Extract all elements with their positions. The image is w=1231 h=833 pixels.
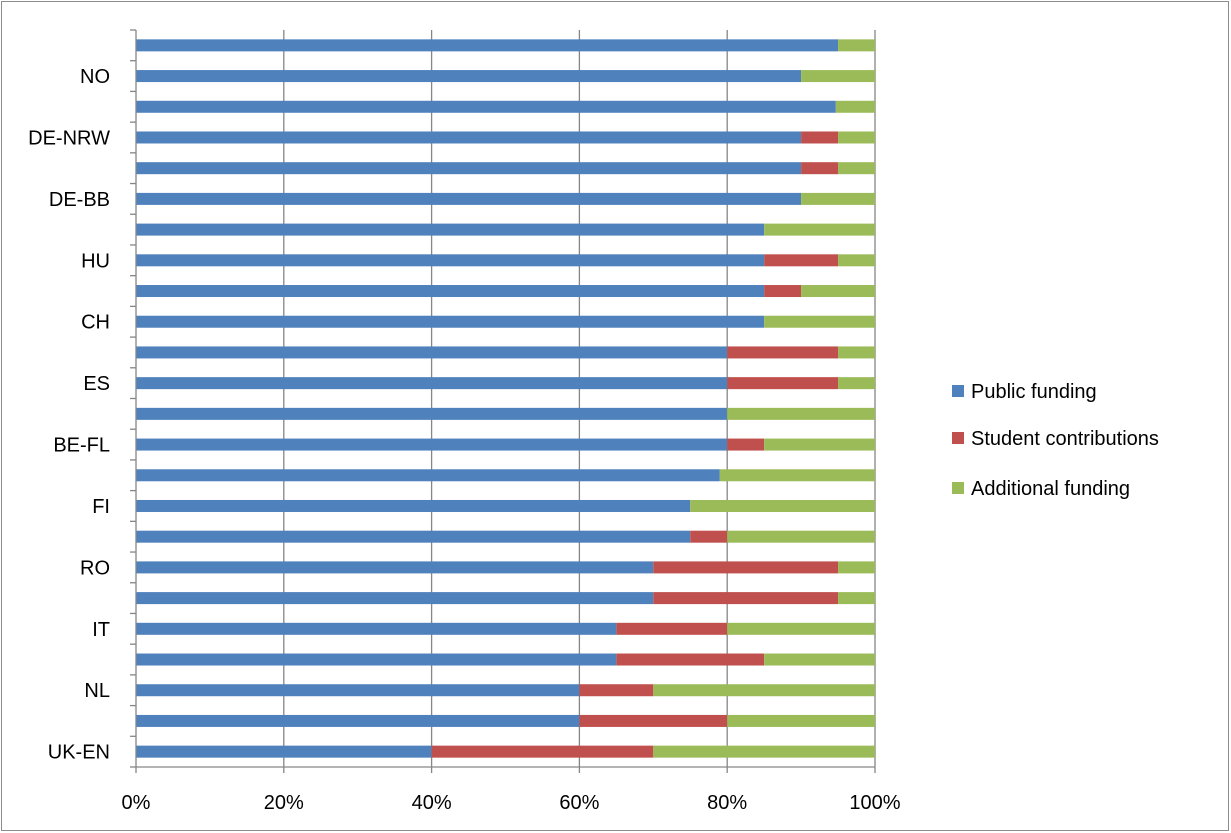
bar-segment-additional: [801, 70, 875, 83]
bar-segment-student: [727, 438, 765, 451]
bar-segment-public: [136, 561, 654, 574]
bar-segment-student: [616, 653, 765, 666]
legend: Public funding Student contributions Addit…: [952, 381, 1159, 500]
y-tick-label: DE-BB: [49, 189, 110, 211]
bar-segment-student: [653, 592, 839, 605]
bar-segment-additional: [727, 530, 875, 543]
bar-segment-additional: [690, 499, 875, 512]
bar-segment-student: [764, 254, 839, 267]
y-tick-label: FI: [92, 496, 110, 518]
x-tick-label: 40%: [412, 792, 452, 814]
bar-segment-additional: [838, 592, 875, 605]
bar-segment-additional: [838, 162, 875, 175]
bar-segment-student: [579, 714, 728, 727]
y-tick-label: UK-EN: [48, 742, 110, 764]
bar-segment-additional: [727, 714, 875, 727]
bar-segment-public: [136, 407, 728, 420]
bar-segment-public: [136, 653, 617, 666]
bar-segment-additional: [838, 39, 875, 52]
y-tick-label: CH: [81, 312, 110, 334]
bar-segment-student: [653, 561, 839, 574]
bar-segment-student: [579, 684, 654, 697]
bar-segment-public: [136, 530, 691, 543]
x-tick-label: 80%: [707, 792, 747, 814]
bar-segment-additional: [764, 653, 875, 666]
bar-segment-public: [136, 592, 654, 605]
x-tick-label: 20%: [264, 792, 304, 814]
bar-segment-public: [136, 438, 728, 451]
legend-swatch: [952, 385, 964, 397]
bar-segment-additional: [838, 346, 875, 359]
y-tick-label: BE-FL: [53, 435, 110, 457]
legend-label: Public funding: [971, 381, 1097, 403]
bar-segment-public: [136, 254, 765, 267]
bar-segment-public: [136, 499, 691, 512]
y-tick-label: HU: [81, 250, 110, 272]
bar-segment-public: [136, 714, 580, 727]
axes: [130, 29, 876, 773]
y-tick-label: IT: [92, 619, 110, 641]
bar-segment-student: [431, 745, 654, 758]
y-tick-label: ES: [83, 373, 110, 395]
bar-segment-additional: [653, 745, 875, 758]
bar-segment-public: [136, 315, 765, 328]
bar-segment-additional: [838, 131, 875, 144]
legend-swatch: [952, 482, 964, 494]
bar-segment-additional: [801, 285, 875, 298]
y-tick-labels: UK-EN NL IT RO FI BE-FL ES CH HU DE-BB DE-NRW NO: [28, 66, 110, 764]
bar-segment-student: [764, 285, 802, 298]
bar-segment-additional: [719, 469, 875, 482]
bar-segment-public: [136, 39, 839, 52]
bar-segment-student: [690, 530, 728, 543]
bar-segment-additional: [764, 438, 875, 451]
y-tick-label: NO: [80, 66, 110, 88]
bars: [136, 39, 875, 758]
bar-segment-public: [136, 285, 765, 298]
bar-segment-public: [136, 745, 432, 758]
bar-segment-public: [136, 622, 617, 635]
bar-segment-additional: [727, 407, 875, 420]
bar-segment-public: [136, 223, 765, 236]
bar-segment-additional: [835, 100, 875, 113]
x-tick-label: 0%: [122, 792, 151, 814]
bar-segment-additional: [838, 254, 875, 267]
legend-label: Student contributions: [971, 428, 1159, 450]
y-tick-label: RO: [80, 557, 110, 579]
bar-segment-public: [136, 162, 802, 175]
bar-segment-public: [136, 377, 728, 390]
bar-segment-additional: [838, 377, 875, 390]
bar-segment-public: [136, 192, 802, 205]
gridlines: [283, 30, 876, 767]
bar-segment-additional: [801, 192, 875, 205]
x-tick-label: 60%: [559, 792, 599, 814]
x-tick-labels: 0% 20% 40% 60% 80% 100%: [122, 792, 901, 814]
bar-segment-additional: [838, 561, 875, 574]
bar-segment-additional: [764, 223, 875, 236]
bar-segment-student: [616, 622, 728, 635]
bar-segment-public: [136, 70, 802, 83]
bar-segment-public: [136, 346, 728, 359]
bar-segment-additional: [727, 622, 875, 635]
bar-segment-student: [801, 162, 839, 175]
bar-segment-public: [136, 469, 720, 482]
x-tick-label: 100%: [849, 792, 900, 814]
bar-segment-student: [727, 377, 839, 390]
bar-segment-public: [136, 684, 580, 697]
y-tick-label: NL: [84, 680, 110, 702]
legend-label: Additional funding: [971, 478, 1130, 500]
bar-segment-student: [727, 346, 839, 359]
bar-segment-additional: [653, 684, 875, 697]
bar-segment-public: [136, 131, 802, 144]
legend-swatch: [952, 432, 964, 444]
y-tick-label: DE-NRW: [28, 127, 110, 149]
bar-segment-student: [801, 131, 839, 144]
bar-segment-public: [136, 100, 836, 113]
bar-segment-additional: [764, 315, 875, 328]
